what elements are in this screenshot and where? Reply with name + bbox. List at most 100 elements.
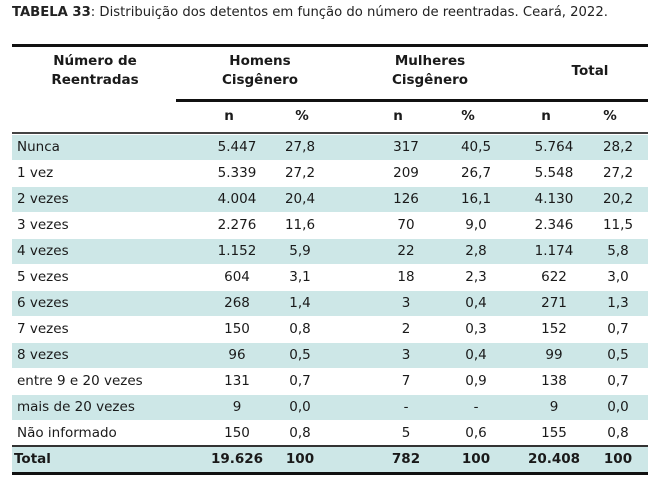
cell: 26,7 bbox=[460, 165, 492, 181]
table-row: 6 vezes 268 1,4 3 0,4 271 1,3 bbox=[12, 291, 648, 316]
cell: 209 bbox=[393, 165, 419, 181]
row-label: 1 vez bbox=[17, 165, 54, 181]
header-underline bbox=[176, 99, 648, 102]
sub-n-mulheres: n bbox=[393, 108, 403, 124]
row-label: 2 vezes bbox=[17, 191, 69, 207]
cell: 1,3 bbox=[607, 295, 629, 311]
cell: 100 bbox=[603, 451, 633, 467]
table-row: entre 9 e 20 vezes 131 0,7 7 0,9 138 0,7 bbox=[12, 369, 648, 394]
table-row: 8 vezes 96 0,5 3 0,4 99 0,5 bbox=[12, 343, 648, 368]
cell: 4.130 bbox=[534, 191, 574, 207]
cell: 782 bbox=[391, 451, 421, 467]
cell: 9,0 bbox=[465, 217, 487, 233]
cell: 1.174 bbox=[534, 243, 574, 259]
header-line: Homens bbox=[229, 53, 291, 69]
table-row: mais de 20 vezes 9 0,0 - - 9 0,0 bbox=[12, 395, 648, 420]
row-label: 4 vezes bbox=[17, 243, 69, 259]
header-line: Cisgênero bbox=[391, 72, 469, 88]
cell: 100 bbox=[461, 451, 491, 467]
table-row: 5 vezes 604 3,1 18 2,3 622 3,0 bbox=[12, 265, 648, 290]
header-mulheres: Mulheres Cisgênero bbox=[375, 52, 485, 90]
cell: 20.408 bbox=[527, 451, 581, 467]
cell: 0,8 bbox=[289, 425, 311, 441]
row-label: 3 vezes bbox=[17, 217, 69, 233]
table-row: 3 vezes 2.276 11,6 70 9,0 2.346 11,5 bbox=[12, 213, 648, 238]
cell: 28,2 bbox=[602, 139, 634, 155]
cell: 0,7 bbox=[607, 373, 629, 389]
cell: 2 bbox=[401, 321, 411, 337]
cell: 22 bbox=[397, 243, 415, 259]
header-line: Cisgênero bbox=[221, 72, 299, 88]
cell: 3,0 bbox=[607, 269, 629, 285]
cell: 1,4 bbox=[289, 295, 311, 311]
cell: 9 bbox=[232, 399, 242, 415]
cell: 100 bbox=[285, 451, 315, 467]
header-homens: Homens Cisgênero bbox=[205, 52, 315, 90]
header-line: Mulheres bbox=[394, 53, 466, 69]
cell: 268 bbox=[224, 295, 250, 311]
cell: 27,8 bbox=[284, 139, 316, 155]
cell: 0,4 bbox=[465, 295, 487, 311]
cell: 7 bbox=[401, 373, 411, 389]
cell: 3,1 bbox=[289, 269, 311, 285]
cell: 138 bbox=[541, 373, 567, 389]
table-row: Não informado 150 0,8 5 0,6 155 0,8 bbox=[12, 421, 648, 446]
sub-n-homens: n bbox=[224, 108, 234, 124]
cell: 0,5 bbox=[607, 347, 629, 363]
cell: 0,4 bbox=[465, 347, 487, 363]
cell: 19.626 bbox=[210, 451, 264, 467]
row-label: 7 vezes bbox=[17, 321, 69, 337]
cell: 3 bbox=[401, 295, 411, 311]
cell: 0,8 bbox=[607, 425, 629, 441]
cell: 0,7 bbox=[289, 373, 311, 389]
cell: 0,3 bbox=[465, 321, 487, 337]
row-label: 5 vezes bbox=[17, 269, 69, 285]
sub-pct-mulheres: % bbox=[461, 108, 475, 124]
top-rule bbox=[12, 44, 648, 47]
bottom-rule bbox=[12, 472, 648, 475]
cell: 5,9 bbox=[289, 243, 311, 259]
cell: 1.152 bbox=[217, 243, 257, 259]
cell: 27,2 bbox=[602, 165, 634, 181]
cell: 150 bbox=[224, 321, 250, 337]
header-total: Total bbox=[545, 62, 635, 81]
table-caption: TABELA 33: Distribuição dos detentos em … bbox=[12, 6, 652, 20]
cell: 5.447 bbox=[217, 139, 257, 155]
row-label: Nunca bbox=[17, 139, 60, 155]
cell: 5,8 bbox=[607, 243, 629, 259]
cell: - bbox=[403, 399, 409, 415]
cell: 271 bbox=[541, 295, 567, 311]
cell: 40,5 bbox=[460, 139, 492, 155]
total-row: Total 19.626 100 782 100 20.408 100 bbox=[12, 447, 648, 472]
cell: 150 bbox=[224, 425, 250, 441]
table-row: Nunca 5.447 27,8 317 40,5 5.764 28,2 bbox=[12, 135, 648, 160]
cell: 5.548 bbox=[534, 165, 574, 181]
cell: 27,2 bbox=[284, 165, 316, 181]
total-label: Total bbox=[14, 451, 51, 467]
table-row: 1 vez 5.339 27,2 209 26,7 5.548 27,2 bbox=[12, 161, 648, 186]
cell: 0,9 bbox=[465, 373, 487, 389]
row-label: entre 9 e 20 vezes bbox=[17, 373, 143, 389]
cell: 317 bbox=[393, 139, 419, 155]
caption-text: : Distribuição dos detentos em função do… bbox=[90, 5, 608, 20]
cell: 2,8 bbox=[465, 243, 487, 259]
cell: 5.764 bbox=[534, 139, 574, 155]
table-row: 2 vezes 4.004 20,4 126 16,1 4.130 20,2 bbox=[12, 187, 648, 212]
header-reentradas: Número de Reentradas bbox=[40, 52, 150, 90]
cell: 20,4 bbox=[284, 191, 316, 207]
cell: 0,8 bbox=[289, 321, 311, 337]
cell: 18 bbox=[397, 269, 415, 285]
cell: 0,5 bbox=[289, 347, 311, 363]
sub-n-total: n bbox=[541, 108, 551, 124]
subheader-rule bbox=[12, 132, 648, 134]
cell: 2.276 bbox=[217, 217, 257, 233]
cell: 622 bbox=[541, 269, 567, 285]
cell: 70 bbox=[397, 217, 415, 233]
row-label: mais de 20 vezes bbox=[17, 399, 135, 415]
cell: 126 bbox=[393, 191, 419, 207]
table-row: 4 vezes 1.152 5,9 22 2,8 1.174 5,8 bbox=[12, 239, 648, 264]
cell: 152 bbox=[541, 321, 567, 337]
cell: 604 bbox=[224, 269, 250, 285]
cell: 11,5 bbox=[602, 217, 634, 233]
table-row: 7 vezes 150 0,8 2 0,3 152 0,7 bbox=[12, 317, 648, 342]
